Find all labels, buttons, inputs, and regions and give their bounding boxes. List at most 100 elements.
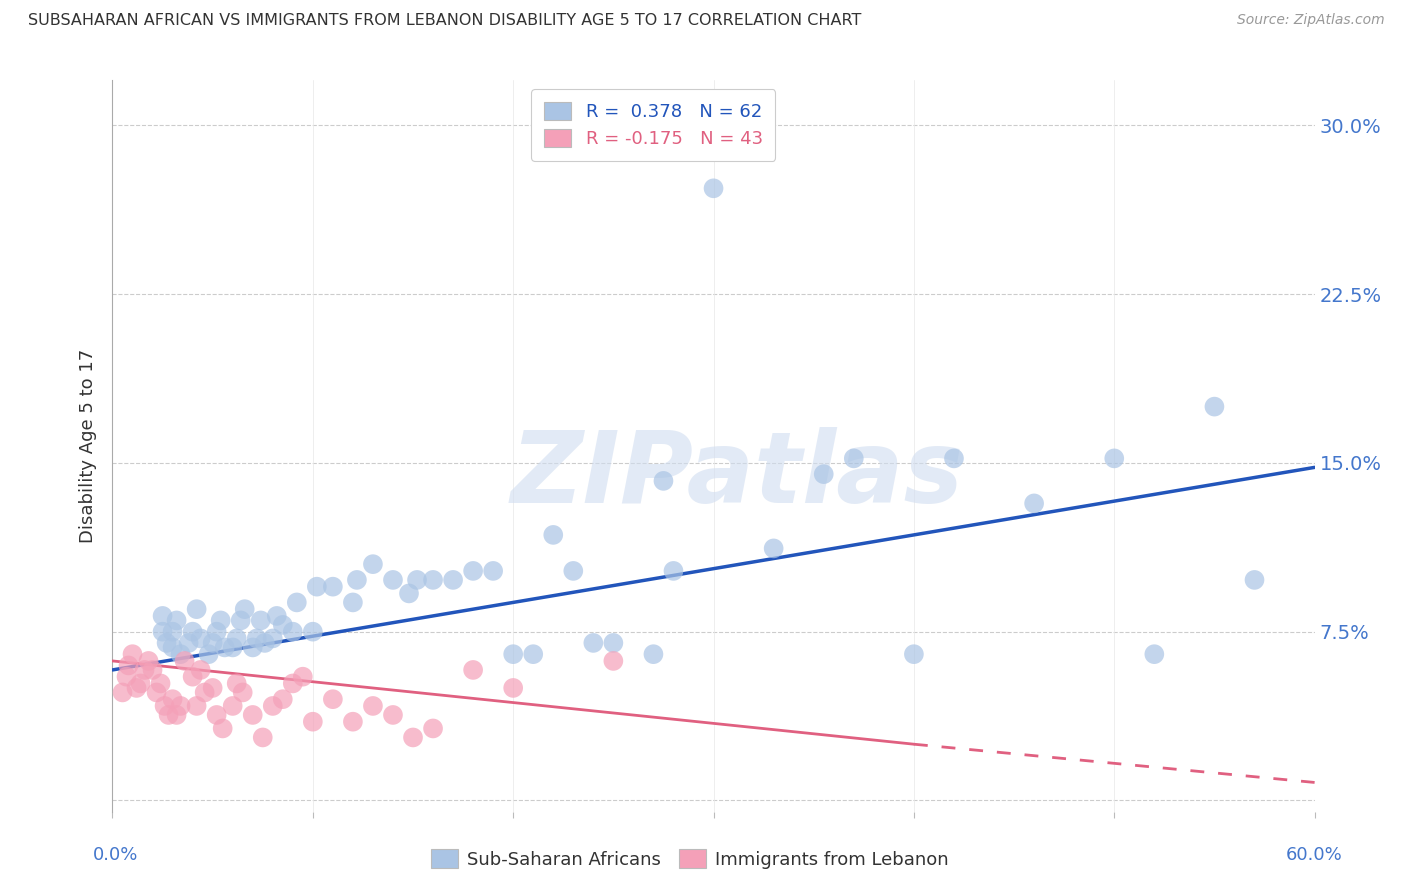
Point: [129, 676, 152, 690]
Point: [190, 632, 212, 646]
Point: [762, 541, 785, 556]
Point: [205, 708, 228, 723]
Point: [166, 614, 188, 628]
Point: [181, 670, 204, 684]
Point: [117, 658, 139, 673]
Point: [262, 698, 284, 713]
Point: [233, 602, 256, 616]
Point: [602, 654, 624, 668]
Text: ZIPatlas: ZIPatlas: [510, 426, 965, 524]
Point: [285, 595, 308, 609]
Point: [153, 698, 176, 713]
Point: [1243, 573, 1265, 587]
Point: [249, 614, 271, 628]
Point: [186, 698, 208, 713]
Point: [1204, 400, 1226, 414]
Point: [253, 636, 276, 650]
Point: [190, 663, 212, 677]
Point: [145, 685, 167, 699]
Point: [382, 708, 405, 723]
Point: [441, 573, 464, 587]
Point: [155, 636, 177, 650]
Point: [662, 564, 685, 578]
Point: [222, 698, 245, 713]
Point: [346, 573, 368, 587]
Point: [291, 670, 314, 684]
Point: [305, 580, 328, 594]
Point: [134, 663, 156, 677]
Point: [162, 692, 184, 706]
Point: [302, 624, 325, 639]
Point: [402, 731, 425, 745]
Point: [181, 624, 204, 639]
Point: [177, 636, 200, 650]
Point: [422, 722, 444, 736]
Point: [602, 636, 624, 650]
Point: [169, 698, 191, 713]
Point: [242, 640, 264, 655]
Point: [942, 451, 965, 466]
Point: [115, 670, 138, 684]
Point: [197, 647, 219, 661]
Point: [166, 708, 188, 723]
Point: [281, 676, 304, 690]
Point: [813, 467, 835, 482]
Point: [225, 676, 247, 690]
Point: [242, 708, 264, 723]
Point: [342, 595, 364, 609]
Point: [522, 647, 544, 661]
Point: [141, 663, 163, 677]
Point: [152, 608, 174, 623]
Point: [125, 681, 148, 695]
Point: [502, 647, 524, 661]
Point: [903, 647, 925, 661]
Point: [173, 654, 195, 668]
Point: [543, 528, 565, 542]
Point: [152, 624, 174, 639]
Point: [502, 681, 524, 695]
Point: [222, 640, 245, 655]
Point: [246, 632, 269, 646]
Point: [229, 614, 252, 628]
Point: [562, 564, 585, 578]
Point: [582, 636, 605, 650]
Point: [209, 614, 232, 628]
Point: [361, 698, 384, 713]
Point: [149, 676, 172, 690]
Point: [406, 573, 429, 587]
Text: 0.0%: 0.0%: [93, 846, 138, 863]
Point: [252, 731, 274, 745]
Point: [281, 624, 304, 639]
Point: [271, 692, 294, 706]
Point: [702, 181, 725, 195]
Point: [266, 608, 288, 623]
Point: [271, 618, 294, 632]
Point: [232, 685, 254, 699]
Point: [111, 685, 134, 699]
Point: [186, 602, 208, 616]
Point: [157, 708, 180, 723]
Point: [461, 663, 484, 677]
Point: [1102, 451, 1125, 466]
Point: [461, 564, 484, 578]
Text: Source: ZipAtlas.com: Source: ZipAtlas.com: [1237, 13, 1385, 28]
Point: [121, 647, 143, 661]
Point: [162, 640, 184, 655]
Point: [211, 722, 233, 736]
Point: [482, 564, 505, 578]
Point: [225, 632, 247, 646]
Text: 60.0%: 60.0%: [1286, 846, 1343, 863]
Point: [361, 557, 384, 571]
Point: [138, 654, 160, 668]
Point: [1143, 647, 1166, 661]
Point: [214, 640, 236, 655]
Point: [162, 624, 184, 639]
Point: [262, 632, 284, 646]
Point: [643, 647, 665, 661]
Point: [398, 586, 420, 600]
Point: [1024, 496, 1046, 510]
Point: [382, 573, 405, 587]
Point: [201, 681, 224, 695]
Text: SUBSAHARAN AFRICAN VS IMMIGRANTS FROM LEBANON DISABILITY AGE 5 TO 17 CORRELATION: SUBSAHARAN AFRICAN VS IMMIGRANTS FROM LE…: [28, 13, 862, 29]
Point: [169, 647, 191, 661]
